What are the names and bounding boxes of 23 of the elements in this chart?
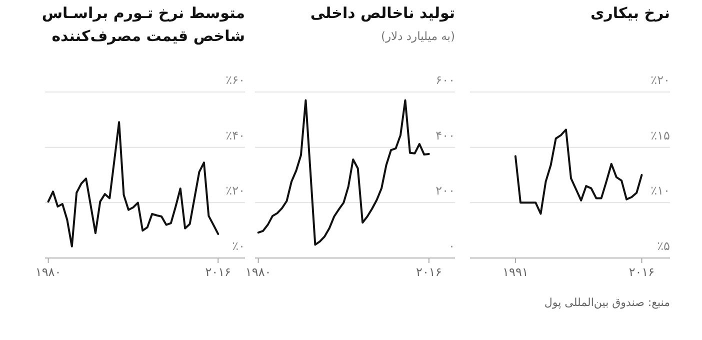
chart-title: تولید ناخالص داخلی bbox=[310, 4, 455, 22]
y-tick-label: ٪۲۰ bbox=[650, 73, 670, 87]
y-tick-label: ٪۱۵ bbox=[650, 128, 670, 142]
x-tick-label: ۲۰۱۶ bbox=[628, 265, 655, 279]
y-tick-label: ۰ bbox=[448, 239, 455, 253]
x-tick-label: ۱۹۹۱ bbox=[502, 265, 528, 279]
y-tick-label: ٪۴۰ bbox=[226, 128, 245, 142]
x-tick-label: ۲۰۱۶ bbox=[416, 265, 442, 279]
y-tick-label: ۴۰۰ bbox=[436, 128, 455, 142]
x-tick-label: ۱۹۸۰ bbox=[245, 265, 272, 279]
y-tick-label: ٪۰ bbox=[232, 239, 245, 253]
y-tick-label: ۲۰۰ bbox=[436, 184, 455, 198]
y-tick-label: ٪۵ bbox=[657, 239, 670, 253]
y-tick-label: ٪۱۰ bbox=[650, 184, 670, 198]
x-tick-label: ۲۰۱۶ bbox=[205, 265, 232, 279]
text: منبع: صندوق بین‌المللی پول bbox=[544, 296, 670, 309]
chart-subtitle: (به میلیارد دلار) bbox=[381, 29, 455, 43]
y-tick-label: ۶۰۰ bbox=[436, 73, 455, 87]
chart-title: متوسط نرخ تـورم براسـاس شاخص قیمت مصرف‌کننده bbox=[42, 4, 245, 45]
y-tick-label: ٪۲۰ bbox=[226, 184, 245, 198]
y-tick-label: ٪۶۰ bbox=[226, 73, 245, 87]
x-tick-label: ۱۹۸۰ bbox=[35, 265, 62, 279]
chart-title: نرخ بیکاری bbox=[590, 4, 670, 22]
